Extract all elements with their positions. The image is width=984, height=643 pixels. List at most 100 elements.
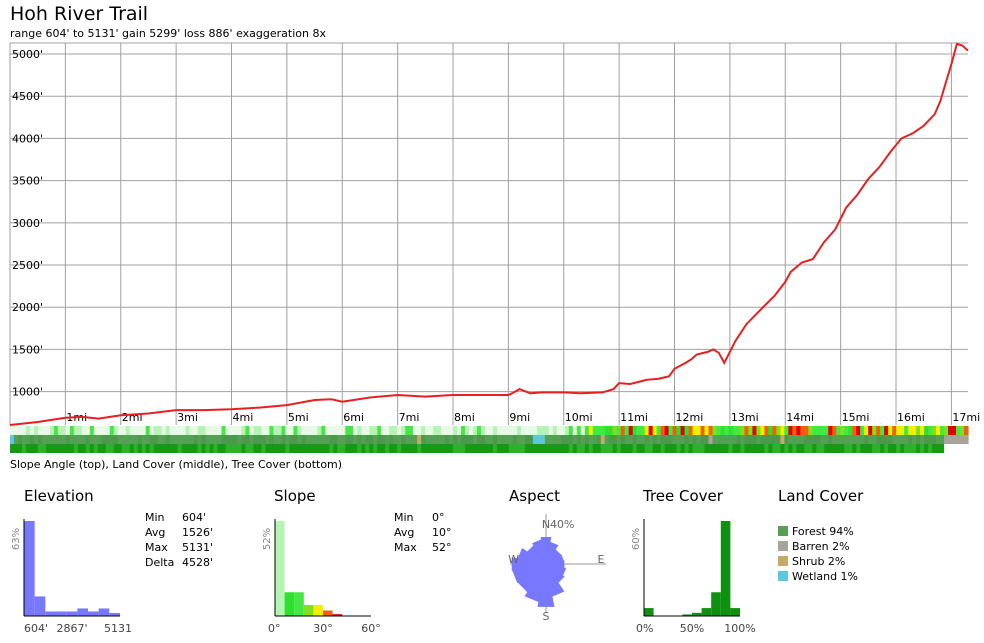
- tree-cover-strip-cell: [397, 444, 402, 453]
- tree-cover-strip-cell: [353, 444, 358, 453]
- land-cover-strip-cell: [716, 435, 722, 444]
- land-cover-strip-cell: [848, 435, 853, 444]
- land-cover-strip-cell: [369, 435, 374, 444]
- land-cover-strip-cell: [405, 435, 410, 444]
- slope-strip-cell: [536, 426, 542, 435]
- land-cover-strip-cell: [592, 435, 598, 444]
- tree-cover-strip-cell: [161, 444, 167, 453]
- slope-strip-cell: [261, 426, 267, 435]
- tree-cover-strip-cell: [628, 444, 634, 453]
- land-cover-strip-cell: [145, 435, 151, 444]
- land-cover-strip-cell: [433, 435, 438, 444]
- slope-strip-cell: [453, 426, 458, 435]
- slope-strip-cell: [500, 426, 506, 435]
- slope-strip-cell: [333, 426, 338, 435]
- land-cover-strip-cell: [876, 435, 881, 444]
- land-cover-strip-cell: [265, 435, 271, 444]
- slope-strip-cell: [724, 426, 730, 435]
- tree-cover-strip-cell: [504, 444, 510, 453]
- compass-s-label: S: [543, 610, 550, 622]
- slope-strip-cell: [612, 426, 618, 435]
- land-cover-strip-cell: [169, 435, 175, 444]
- x-tick-label: 10mi: [565, 411, 593, 424]
- tree-cover-strip-cell: [572, 444, 578, 453]
- slope-strip-cell: [13, 426, 19, 435]
- slope-strip-cell: [652, 426, 658, 435]
- y-tick-label: 1000': [12, 386, 43, 399]
- slope-strip-cell: [596, 426, 602, 435]
- tree-cover-strip-cell: [149, 444, 155, 453]
- land-cover-strip-cell: [189, 435, 195, 444]
- hist-bar: [701, 608, 712, 616]
- tree-cover-strip-cell: [401, 444, 406, 453]
- tree-cover-strip-cell: [213, 444, 219, 453]
- y-tick-label: 2000': [12, 301, 43, 314]
- land-cover-strip-cell: [948, 435, 953, 444]
- slope-strip-cell: [121, 426, 127, 435]
- slope-strip-cell: [796, 426, 801, 435]
- slope-strip-cell: [768, 426, 774, 435]
- tree-cover-strip-cell: [97, 444, 103, 453]
- slope-strip-cell: [944, 426, 949, 435]
- tree-cover-strip-cell: [896, 444, 901, 453]
- slope-strip-cell: [964, 426, 969, 435]
- tree-cover-strip-cell: [956, 444, 961, 453]
- tree-cover-strip-cell: [640, 444, 646, 453]
- slope-strip-cell: [289, 426, 295, 435]
- hist-bar: [303, 605, 314, 616]
- x-tick-label: 11mi: [620, 411, 648, 424]
- land-cover-strip-cell: [616, 435, 622, 444]
- slope-strip-cell: [45, 426, 51, 435]
- tree-cover-strip-cell: [772, 444, 777, 453]
- tree-cover-strip-cell: [632, 444, 638, 453]
- land-cover-strip-cell: [225, 435, 231, 444]
- tree-cover-strip-cell: [369, 444, 374, 453]
- land-cover-strip-cell: [441, 435, 446, 444]
- slope-strip-cell: [904, 426, 909, 435]
- strips: [10, 426, 969, 453]
- tree-cover-strip-cell: [73, 444, 79, 453]
- tree-cover-strip-cell: [892, 444, 897, 453]
- land-cover-strip-cell: [964, 435, 969, 444]
- land-cover-strip-cell: [564, 435, 570, 444]
- land-cover-strip-cell: [413, 435, 418, 444]
- tree-cover-strip-cell: [421, 444, 426, 453]
- slope-strip-cell: [285, 426, 291, 435]
- land-cover-strip-cell: [217, 435, 223, 444]
- land-cover-strip-cell: [652, 435, 658, 444]
- land-cover-strip-cell: [720, 435, 726, 444]
- tree-cover-strip-cell: [964, 444, 969, 453]
- slope-strip-cell: [181, 426, 187, 435]
- slope-strip-cell: [17, 426, 23, 435]
- land-cover-strip-cell: [461, 435, 466, 444]
- tree-cover-strip-cell: [197, 444, 203, 453]
- tree-cover-strip-cell: [477, 444, 482, 453]
- tree-cover-strip-cell: [461, 444, 466, 453]
- tree-cover-strip-cell: [756, 444, 762, 453]
- tree-cover-strip-cell: [608, 444, 614, 453]
- slope-strip-cell: [732, 426, 738, 435]
- tree-cover-strip-cell: [916, 444, 921, 453]
- slope-strip-cell: [293, 426, 298, 435]
- land-cover-strip-cell: [153, 435, 159, 444]
- land-cover-strip-cell: [516, 435, 522, 444]
- slope-strip-cell: [465, 426, 470, 435]
- land-cover-strip-cell: [233, 435, 239, 444]
- tree-cover-strip-cell: [808, 444, 813, 453]
- land-cover-strip-cell: [377, 435, 382, 444]
- slope-max-value: 52°: [432, 541, 452, 554]
- land-cover-strip-cell: [644, 435, 650, 444]
- tree-cover-strip-cell: [764, 444, 770, 453]
- slope-strip-cell: [81, 426, 87, 435]
- slope-strip-cell: [489, 426, 494, 435]
- slope-strip-cell: [512, 426, 518, 435]
- land-cover-strip-cell: [201, 435, 207, 444]
- land-cover-strip-cell: [748, 435, 754, 444]
- elev-min-label: Min: [145, 511, 165, 524]
- slope-strip-cell: [880, 426, 885, 435]
- hist-bar: [644, 608, 654, 616]
- land-cover-strip-cell: [536, 435, 542, 444]
- slope-strip-cell: [61, 426, 67, 435]
- slope-strip-cell: [133, 426, 139, 435]
- land-cover-strip-cell: [453, 435, 458, 444]
